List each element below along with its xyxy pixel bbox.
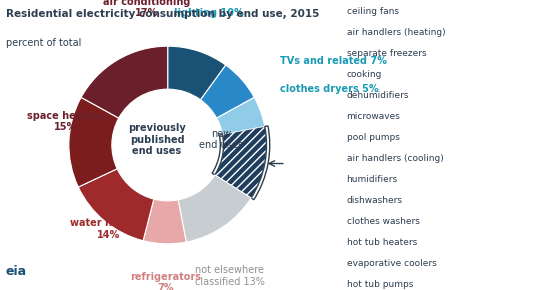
Text: air handlers (cooling): air handlers (cooling): [347, 154, 443, 163]
Text: humidifiers: humidifiers: [347, 175, 397, 184]
Text: air handlers (heating): air handlers (heating): [347, 28, 445, 37]
Text: refrigerators
7%: refrigerators 7%: [130, 272, 201, 290]
Wedge shape: [143, 199, 186, 244]
Wedge shape: [215, 126, 267, 198]
Text: not elsewhere
classified 13%: not elsewhere classified 13%: [195, 265, 265, 287]
Wedge shape: [217, 97, 265, 135]
Text: eia: eia: [6, 265, 27, 278]
Text: microwaves: microwaves: [347, 112, 400, 121]
Text: separate freezers: separate freezers: [347, 49, 426, 58]
Text: air conditioning
17%: air conditioning 17%: [102, 0, 190, 18]
Text: previously
published
end uses: previously published end uses: [128, 123, 186, 156]
Wedge shape: [178, 175, 251, 242]
Wedge shape: [81, 46, 168, 118]
Text: pool pumps: pool pumps: [347, 133, 400, 142]
Wedge shape: [69, 97, 119, 187]
Wedge shape: [168, 46, 226, 100]
Text: ceiling fans: ceiling fans: [347, 7, 399, 16]
Text: evaporative coolers: evaporative coolers: [347, 259, 437, 268]
Text: cooking: cooking: [347, 70, 382, 79]
Text: clothes washers: clothes washers: [347, 217, 419, 226]
Text: dishwashers: dishwashers: [347, 196, 402, 205]
Wedge shape: [78, 169, 154, 241]
Text: Residential electricity consumption by end use, 2015: Residential electricity consumption by e…: [6, 9, 319, 19]
Text: hot tub pumps: hot tub pumps: [347, 280, 413, 289]
Text: percent of total: percent of total: [6, 38, 81, 48]
Text: water heating
14%: water heating 14%: [70, 218, 147, 240]
Text: new
end uses: new end uses: [200, 129, 243, 151]
Text: dehumidifiers: dehumidifiers: [347, 91, 409, 100]
Text: TVs and related 7%: TVs and related 7%: [281, 56, 387, 66]
Text: space heating
15%: space heating 15%: [27, 110, 105, 132]
Wedge shape: [201, 65, 254, 118]
Text: lighting 10%: lighting 10%: [174, 8, 243, 18]
Text: hot tub heaters: hot tub heaters: [347, 238, 417, 247]
Text: clothes dryers 5%: clothes dryers 5%: [281, 84, 379, 94]
